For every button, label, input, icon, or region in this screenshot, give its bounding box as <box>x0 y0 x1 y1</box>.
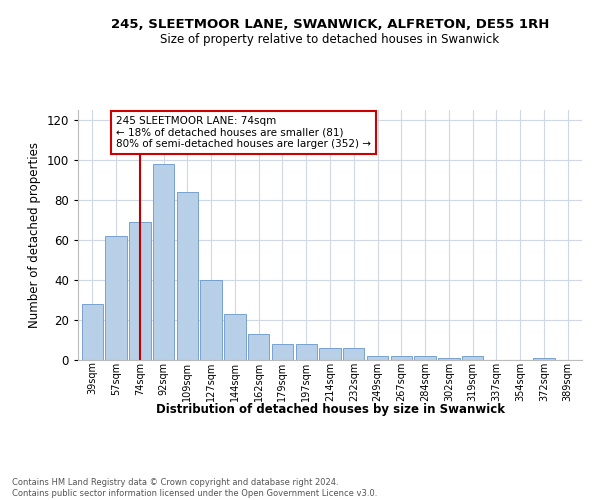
Bar <box>153 164 174 360</box>
Text: 245 SLEETMOOR LANE: 74sqm
← 18% of detached houses are smaller (81)
80% of semi-: 245 SLEETMOOR LANE: 74sqm ← 18% of detac… <box>116 116 371 149</box>
Text: Distribution of detached houses by size in Swanwick: Distribution of detached houses by size … <box>155 402 505 415</box>
Bar <box>272 344 293 360</box>
Bar <box>438 358 460 360</box>
Bar <box>129 222 151 360</box>
Bar <box>415 356 436 360</box>
Bar <box>224 314 245 360</box>
Bar <box>533 358 554 360</box>
Bar <box>462 356 484 360</box>
Text: Size of property relative to detached houses in Swanwick: Size of property relative to detached ho… <box>160 32 500 46</box>
Bar <box>106 236 127 360</box>
Bar <box>296 344 317 360</box>
Bar <box>343 348 364 360</box>
Bar <box>367 356 388 360</box>
Bar <box>248 334 269 360</box>
Text: 245, SLEETMOOR LANE, SWANWICK, ALFRETON, DE55 1RH: 245, SLEETMOOR LANE, SWANWICK, ALFRETON,… <box>111 18 549 30</box>
Bar <box>391 356 412 360</box>
Text: Contains HM Land Registry data © Crown copyright and database right 2024.
Contai: Contains HM Land Registry data © Crown c… <box>12 478 377 498</box>
Y-axis label: Number of detached properties: Number of detached properties <box>28 142 41 328</box>
Bar <box>82 304 103 360</box>
Bar <box>319 348 341 360</box>
Bar <box>200 280 222 360</box>
Bar <box>176 192 198 360</box>
